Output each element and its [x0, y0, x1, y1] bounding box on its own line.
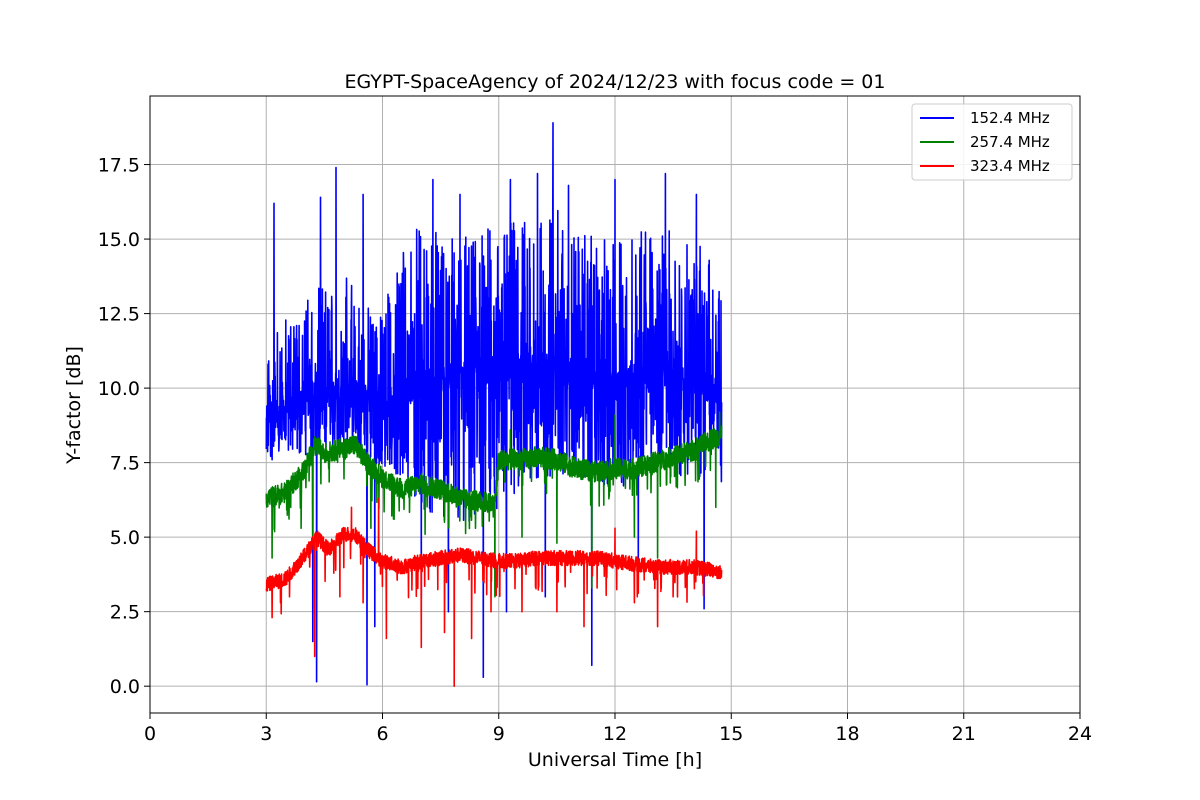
x-axis-label: Universal Time [h] [528, 749, 702, 771]
x-tick-label: 15 [719, 723, 743, 745]
y-tick-label: 12.5 [98, 304, 140, 326]
y-tick-label: 17.5 [98, 155, 140, 177]
legend-entry-label: 257.4 MHz [970, 133, 1050, 151]
y-tick-label: 10.0 [98, 378, 140, 400]
x-tick-label: 3 [260, 723, 272, 745]
series-line-1 [265, 122, 723, 686]
x-tick-label: 18 [835, 723, 859, 745]
x-tick-label: 9 [493, 723, 505, 745]
x-tick-label: 6 [376, 723, 388, 745]
y-tick-label: 0.0 [110, 676, 140, 698]
series-line-2 [265, 411, 723, 598]
x-tick-label: 0 [144, 723, 156, 745]
y-tick-label: 7.5 [110, 453, 140, 475]
x-tick-label: 24 [1068, 723, 1092, 745]
y-tick-label: 15.0 [98, 229, 140, 251]
legend: 152.4 MHz 257.4 MHz 323.4 MHz [911, 103, 1073, 181]
plot-area [265, 122, 723, 687]
legend-entry-label: 152.4 MHz [970, 109, 1050, 127]
y-axis-label: Y-factor [dB] [63, 346, 85, 465]
chart-title: EGYPT-SpaceAgency of 2024/12/23 with foc… [345, 71, 886, 93]
y-axis: 0.0 2.5 5.0 7.5 10.0 12.5 15.0 17.5 [98, 155, 150, 698]
series-line-3 [265, 497, 723, 687]
x-tick-label: 21 [952, 723, 976, 745]
x-tick-label: 12 [603, 723, 627, 745]
y-tick-label: 5.0 [110, 527, 140, 549]
legend-entry-label: 323.4 MHz [970, 157, 1050, 175]
y-tick-label: 2.5 [110, 602, 140, 624]
legend-box [911, 103, 1073, 181]
x-axis: 0 3 6 9 12 15 18 21 24 [144, 713, 1092, 745]
